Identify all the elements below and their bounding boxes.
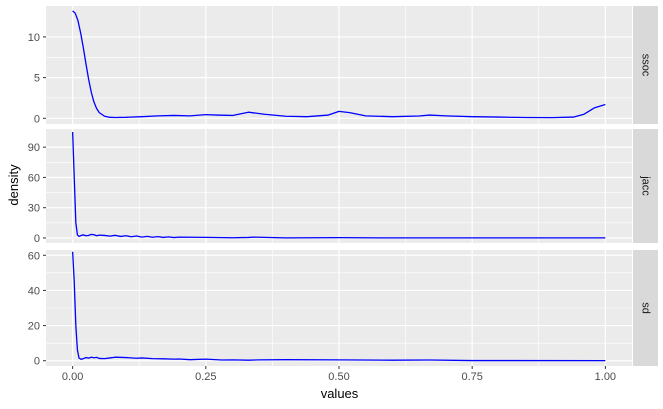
- y-tick-label: 60: [28, 250, 40, 262]
- facet-strip-label: sd: [640, 302, 652, 314]
- y-tick-label: 0: [34, 356, 40, 368]
- facet-strip-label: ssoc: [640, 54, 652, 77]
- facet-jacc: 0 30 60 90 jacc: [28, 129, 658, 245]
- y-tick-label: 30: [28, 203, 40, 215]
- facet-strip: [633, 250, 658, 366]
- x-tick-label: 0.50: [328, 371, 349, 383]
- x-tick-label: 0.75: [461, 371, 482, 383]
- y-tick-label: 90: [28, 142, 40, 154]
- x-tick-label: 0.25: [195, 371, 216, 383]
- x-axis: 0.00 0.25 0.50 0.75 1.00: [62, 366, 616, 383]
- x-tick-label: 1.00: [595, 371, 616, 383]
- facet-strip: [633, 6, 658, 124]
- density-line-sd: [71, 251, 606, 362]
- x-tick-label: 0.00: [62, 371, 83, 383]
- facet-panels: 0 5 10 ssoc 0 30 60 90 jacc 0 20 40 60 sd: [28, 6, 658, 368]
- y-tick-label: 5: [34, 73, 40, 85]
- y-tick-label: 60: [28, 172, 40, 184]
- density-line-ssoc: [72, 10, 606, 119]
- facet-sd: 0 20 40 60 sd: [28, 250, 658, 368]
- y-tick-label: 20: [28, 321, 40, 333]
- y-tick-label: 10: [28, 32, 40, 44]
- x-axis-title: values: [321, 386, 359, 401]
- density-line-jacc: [71, 132, 606, 239]
- facet-strip: [633, 129, 658, 243]
- facet-strip-label: jacc: [640, 175, 652, 196]
- facet-ssoc: 0 5 10 ssoc: [28, 6, 658, 125]
- y-tick-label: 40: [28, 285, 40, 297]
- y-tick-label: 0: [34, 113, 40, 125]
- y-axis-title: density: [6, 164, 21, 206]
- y-tick-label: 0: [34, 233, 40, 245]
